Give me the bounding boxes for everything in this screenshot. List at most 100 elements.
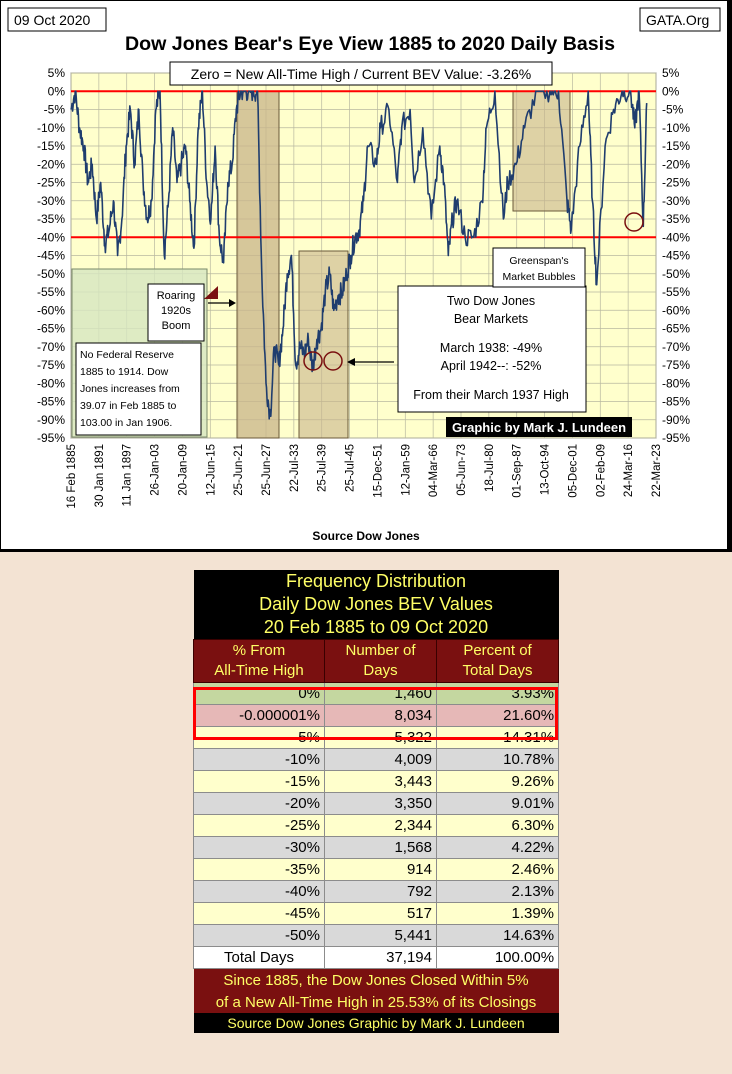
bev-chart: 09 Oct 2020 GATA.Org Dow Jones Bear's Ey…	[1, 1, 727, 549]
table-cell-days: 2,344	[324, 814, 437, 837]
y-tick-label-left: -85%	[37, 395, 65, 409]
x-axis: 16 Feb 1885 30 Jan 1891 11 Jan 1897 26-Jan-…	[66, 443, 663, 508]
table-cell-pct: 2.46%	[435, 858, 560, 881]
x-tick-label: 02-Feb-09	[595, 444, 607, 497]
bears-note-line-3: March 1938: -49%	[440, 341, 542, 355]
table-cell-days: 792	[324, 880, 437, 903]
chart-title: Dow Jones Bear's Eye View 1885 to 2020 D…	[125, 34, 615, 55]
col-header-days-line-2: Days	[363, 662, 398, 679]
table-row: -10% 4,009 10.78%	[193, 748, 560, 771]
y-tick-label-left: -50%	[37, 267, 65, 281]
roaring-note-line-3: Boom	[162, 320, 191, 332]
bears-note-line-4: April 1942--: -52%	[441, 359, 542, 373]
table-cell-bev: -25%	[193, 814, 325, 837]
total-cell-label: Total Days	[193, 946, 325, 969]
table-cell-bev: -0.000001%	[193, 704, 325, 727]
y-tick-label-right: -5%	[662, 103, 684, 117]
y-axis-left: 5% 0% -5% -10% -15% -20% -25% -30% -35% -40% -45% -…	[37, 66, 65, 445]
y-tick-label-left: -60%	[37, 303, 65, 317]
y-tick-label-right: 0%	[662, 84, 680, 98]
col-header-days-line-1: Number of	[345, 642, 416, 659]
y-tick-label-left: -35%	[37, 212, 65, 226]
x-tick-label: 25-Jun-21	[233, 444, 245, 496]
table-row: -20% 3,350 9.01%	[193, 792, 560, 815]
x-tick-label: 30 Jan 1891	[94, 444, 106, 507]
table-title-line-1: Frequency Distribution	[193, 570, 559, 593]
fed-note-line-5: 103.00 in Jan 1906.	[80, 417, 172, 429]
table-row-total: Total Days 37,194 100.00%	[193, 946, 560, 969]
roaring-note-line-1: Roaring	[157, 290, 196, 302]
y-tick-label-left: -15%	[37, 139, 65, 153]
y-tick-label-left: -40%	[37, 230, 65, 244]
table-row: -15% 3,443 9.26%	[193, 770, 560, 793]
bears-note-line-5: From their March 1937 High	[413, 388, 569, 402]
table-cell-pct: 14.63%	[435, 924, 560, 947]
y-tick-label-right: -50%	[662, 267, 690, 281]
fed-note-line-2: 1885 to 1914. Dow	[80, 366, 169, 378]
roaring-note-line-2: 1920s	[161, 305, 191, 317]
y-tick-label-right: -15%	[662, 139, 690, 153]
table-cell-bev: 0%	[193, 682, 325, 705]
bears-note-line-1: Two Dow Jones	[447, 294, 535, 308]
greenspan-note-line-2: Market Bubbles	[503, 271, 576, 283]
table-cell-pct: 21.60%	[435, 704, 560, 727]
table-cell-pct: 6.30%	[435, 814, 560, 837]
table-title-line-2: Daily Dow Jones BEV Values	[193, 593, 559, 616]
col-header-pct-line-1: Percent of	[463, 642, 532, 659]
marker-2020-low	[624, 212, 644, 232]
table-row: -25% 2,344 6.30%	[193, 814, 560, 837]
table-cell-pct: 2.13%	[435, 880, 560, 903]
y-axis-right: 5% 0% -5% -10% -15% -20% -25% -30% -35% -40% -45% -…	[662, 66, 690, 445]
fed-note-line-3: Jones increases from	[80, 383, 180, 395]
col-header-pct: Percent of Total Days	[435, 639, 560, 683]
x-tick-label: 12-Jan-59	[400, 444, 412, 496]
y-tick-label-left: -30%	[37, 194, 65, 208]
roaring-arrow-head	[229, 299, 236, 307]
frequency-table-panel: Frequency Distribution Daily Dow Jones B…	[193, 570, 560, 1033]
table-cell-days: 3,443	[324, 770, 437, 793]
marker-1938-low	[303, 351, 323, 371]
table-cell-days: 914	[324, 858, 437, 881]
y-tick-label-right: -80%	[662, 376, 690, 390]
table-cell-pct: 4.22%	[435, 836, 560, 859]
table-row: -35% 914 2.46%	[193, 858, 560, 881]
y-tick-label-left: -80%	[37, 376, 65, 390]
x-tick-label: 05-Jun-73	[456, 444, 468, 496]
x-tick-label: 22-Jul-33	[289, 444, 301, 492]
table-cell-bev: -30%	[193, 836, 325, 859]
table-note-1: Since 1885, the Dow Jones Closed Within …	[193, 968, 559, 991]
banner-text: Zero = New All-Time High / Current BEV V…	[191, 66, 531, 82]
x-tick-label: 04-Mar-66	[428, 444, 440, 497]
x-tick-label: 24-Mar-16	[623, 444, 635, 497]
x-tick-label: 26-Jan-03	[150, 444, 162, 496]
table-cell-pct: 1.39%	[435, 902, 560, 925]
col-header-pct-line-2: Total Days	[462, 662, 533, 679]
table-cell-days: 517	[324, 902, 437, 925]
table-cell-bev: -45%	[193, 902, 325, 925]
bev-series-line	[70, 90, 648, 420]
date-stamp-box	[7, 7, 107, 32]
x-tick-label: 16 Feb 1885	[66, 444, 78, 509]
banner-box	[169, 61, 553, 86]
table-cell-pct: 9.26%	[435, 770, 560, 793]
shade-greenspan	[512, 90, 571, 212]
y-tick-label-right: -95%	[662, 431, 690, 445]
table-cell-days: 1,568	[324, 836, 437, 859]
table-row: -5% 5,322 14.31%	[193, 726, 560, 749]
table-cell-bev: -35%	[193, 858, 325, 881]
total-cell-pct: 100.00%	[435, 946, 560, 969]
table-cell-days: 8,034	[324, 704, 437, 727]
bears-note-box	[397, 285, 587, 413]
total-cell-days: 37,194	[324, 946, 437, 969]
y-tick-label-right: -70%	[662, 340, 690, 354]
y-tick-label-left: 0%	[48, 84, 66, 98]
x-tick-label: 18-Jul-80	[484, 444, 496, 492]
roaring-note-box	[147, 283, 205, 342]
chart-panel: 09 Oct 2020 GATA.Org Dow Jones Bear's Ey…	[0, 0, 732, 552]
col-header-bev: % From All-Time High	[193, 639, 325, 683]
y-tick-label-right: -10%	[662, 121, 690, 135]
table-row: -30% 1,568 4.22%	[193, 836, 560, 859]
table-cell-days: 3,350	[324, 792, 437, 815]
x-tick-label: 20-Jan-09	[177, 444, 189, 496]
y-tick-label-right: -55%	[662, 285, 690, 299]
